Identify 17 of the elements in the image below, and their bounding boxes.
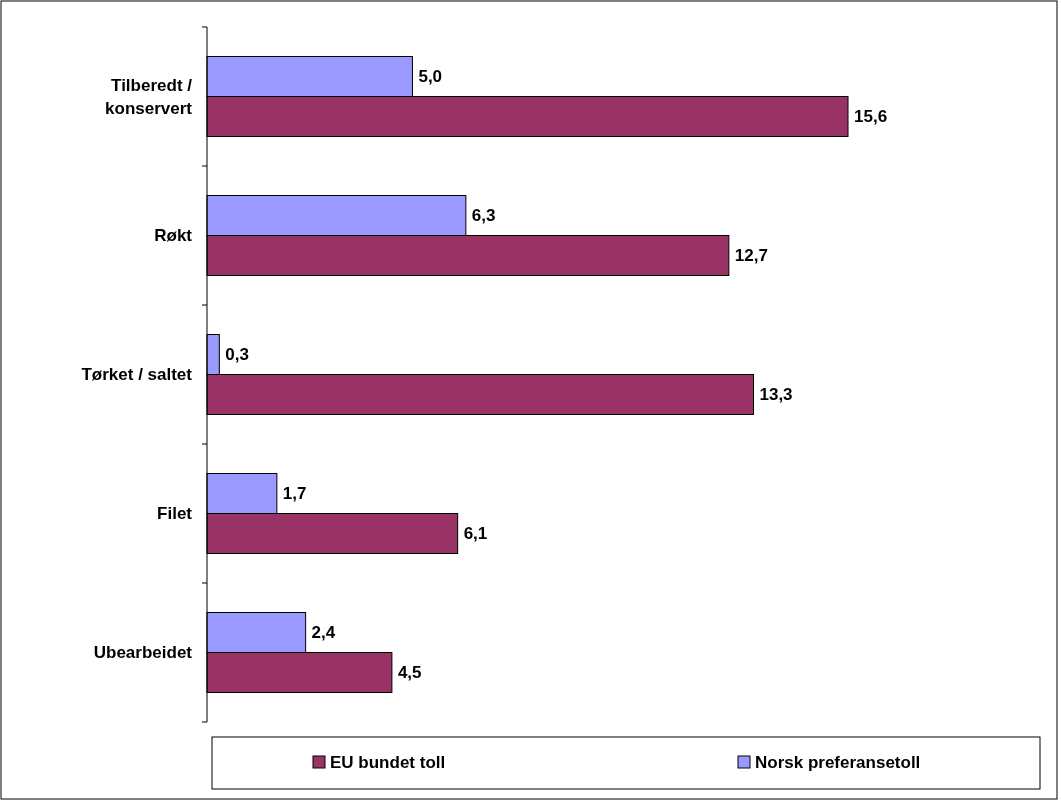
y-tick-label: Røkt	[154, 226, 193, 246]
data-label: 4,5	[397, 663, 422, 683]
data-label: 5,0	[418, 67, 443, 87]
data-label: 6,1	[463, 524, 488, 544]
y-tick-label: Tilberedt / konservert	[105, 75, 193, 118]
y-tick-label: Tørket / saltet	[81, 365, 193, 385]
y-tick-label: Ubearbeidet	[93, 643, 193, 663]
data-label: 6,3	[471, 206, 496, 226]
data-label: 12,7	[734, 246, 768, 266]
data-label: 2,4	[311, 623, 336, 643]
data-label: 1,7	[282, 484, 307, 504]
data-label: 0,3	[225, 345, 249, 365]
data-label: 13,3	[759, 385, 793, 405]
y-tick-label: Filet	[157, 504, 193, 524]
legend-label: Norsk preferansetoll	[755, 752, 921, 772]
data-label: 15,6	[854, 107, 888, 127]
legend-label: EU bundet toll	[330, 752, 446, 772]
